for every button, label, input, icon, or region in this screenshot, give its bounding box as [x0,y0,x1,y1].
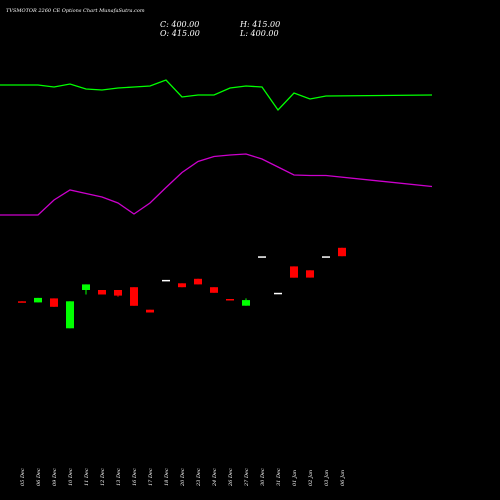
candle-body [178,283,186,288]
candle-body [82,284,90,290]
x-tick-label: 16 Dec [132,468,138,486]
green-indicator-line [0,79,433,112]
candle-body [130,287,138,306]
purple-indicator-line [0,153,433,216]
candle [18,301,26,303]
candle-body [210,287,218,293]
candle-body [34,297,42,303]
x-tick-label: 03 Jan [324,470,330,486]
x-tick-label: 11 Dec [84,468,90,486]
candles [18,247,346,329]
candle [130,287,138,306]
candle [290,266,298,278]
candle [322,256,330,258]
x-tick-label: 01 Jan [292,470,298,486]
candle-body [258,256,266,258]
x-tick-label: 10 Dec [68,468,74,486]
high-readout: H: 415.00 [239,20,280,29]
candle-body [162,279,170,282]
x-tick-label: 27 Dec [244,468,250,487]
candle [338,247,346,257]
candle [306,270,314,278]
candle-body [146,309,154,313]
candle [146,309,154,313]
candle-body [290,266,298,278]
candle [162,279,170,282]
candle-body [274,292,282,295]
candle-body [114,290,122,296]
chart-title: TVSMOTOR 2260 CE Options Chart MunafaSut… [6,8,145,14]
candle [258,256,266,258]
candle-body [306,270,314,278]
x-axis-ticks: 05 Dec 06 Dec 09 Dec 10 Dec 11 Dec 12 Dec 13 D… [20,468,346,487]
candle-body [66,301,74,329]
x-tick-label: 06 Jan [340,470,346,486]
low-readout: L: 400.00 [239,29,279,38]
candle [98,290,106,295]
x-tick-label: 17 Dec [148,468,154,486]
x-tick-label: 26 Dec [228,468,234,487]
indicator-lines [0,79,433,216]
x-tick-label: 13 Dec [116,468,122,486]
candle-body [194,278,202,285]
candle-body [338,247,346,257]
candle [242,298,250,306]
candle-body [226,299,234,301]
candle-body [98,290,106,295]
x-tick-label: 23 Dec [196,468,202,487]
candle [178,283,186,288]
candle-body [242,300,250,306]
close-readout: C: 400.00 [160,20,199,29]
candle [194,278,202,285]
candle [34,297,42,303]
open-readout: O: 415.00 [160,29,200,38]
x-tick-label: 12 Dec [100,468,106,486]
x-tick-label: 06 Dec [36,468,42,486]
x-tick-label: 24 Dec [212,468,218,487]
candle [274,292,282,295]
x-tick-label: 05 Dec [20,468,26,486]
x-tick-label: 31 Dec [276,468,282,486]
candle [82,284,90,295]
candle [210,287,218,293]
candle [66,301,74,329]
x-tick-label: 02 Jan [308,470,314,486]
candle-body [322,256,330,258]
candle [114,290,122,297]
candle [226,299,234,301]
x-tick-label: 09 Dec [52,468,58,486]
candle-body [50,298,58,307]
x-tick-label: 18 Dec [164,468,170,486]
x-tick-label: 30 Dec [260,468,266,486]
candle-body [18,301,26,303]
candle [50,298,58,307]
x-tick-label: 20 Dec [180,468,186,487]
